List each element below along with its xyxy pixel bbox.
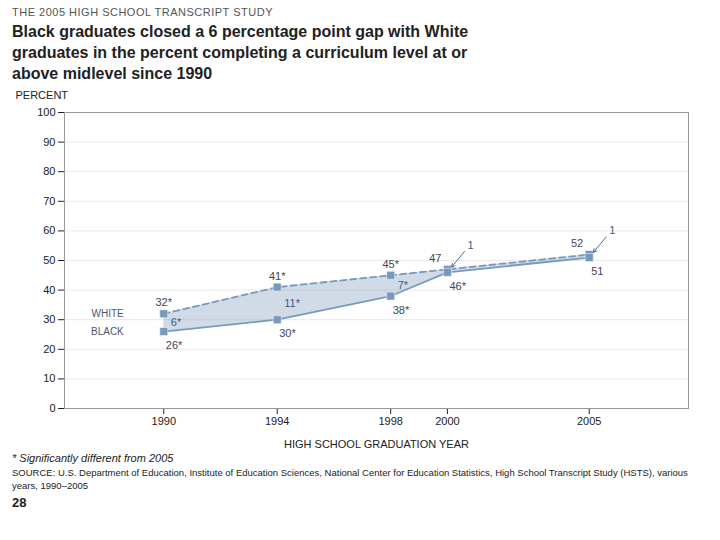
svg-text:30: 30 (43, 314, 55, 326)
svg-text:50: 50 (43, 254, 55, 266)
svg-text:52: 52 (571, 237, 583, 249)
svg-text:80: 80 (43, 166, 55, 178)
svg-text:2000: 2000 (435, 416, 459, 428)
svg-text:38*: 38* (393, 304, 410, 316)
svg-text:7*: 7* (398, 280, 409, 292)
svg-text:26*: 26* (166, 339, 183, 351)
svg-text:1: 1 (467, 240, 473, 252)
svg-text:20: 20 (43, 343, 55, 355)
svg-text:BLACK: BLACK (91, 326, 124, 337)
svg-text:40: 40 (43, 284, 55, 296)
svg-text:46*: 46* (449, 280, 466, 292)
svg-text:51: 51 (591, 265, 603, 277)
html-text:SOURCE: U.S. Department of Edu: SOURCE: U.S. Department of Education, In… (12, 467, 688, 491)
html-text:THE 2005 HIGH SCHOOL TRANSCRIP: THE 2005 HIGH SCHOOL TRANSCRIPT STUDY (12, 6, 273, 18)
html-text:* Significantly different from: * Significantly different from 2005 (12, 452, 174, 465)
svg-text:100: 100 (37, 106, 55, 118)
svg-text:1: 1 (609, 225, 615, 237)
svg-text:70: 70 (43, 195, 55, 207)
svg-text:WHITE: WHITE (92, 308, 125, 319)
html-text:Black graduates closed a 6 per: Black graduates closed a 6 percentage po… (12, 23, 469, 82)
svg-text:2005: 2005 (577, 416, 601, 428)
svg-text:90: 90 (43, 136, 55, 148)
svg-text:47: 47 (429, 252, 441, 264)
svg-text:PERCENT: PERCENT (16, 90, 69, 102)
svg-text:1998: 1998 (378, 416, 402, 428)
svg-text:6*: 6* (171, 317, 182, 329)
svg-text:11*: 11* (284, 297, 300, 309)
svg-text:45*: 45* (382, 258, 399, 270)
svg-text:1994: 1994 (265, 416, 289, 428)
svg-text:60: 60 (43, 225, 55, 237)
svg-text:10: 10 (43, 373, 55, 385)
svg-text:0: 0 (49, 402, 55, 414)
svg-text:1990: 1990 (152, 416, 176, 428)
svg-text:HIGH SCHOOL GRADUATION YEAR: HIGH SCHOOL GRADUATION YEAR (284, 438, 469, 450)
svg-text:30*: 30* (279, 328, 296, 340)
html-text:28: 28 (12, 495, 27, 511)
svg-text:41*: 41* (269, 270, 286, 282)
svg-text:32*: 32* (156, 297, 173, 309)
